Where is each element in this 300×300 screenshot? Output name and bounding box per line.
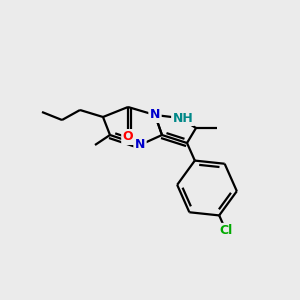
Text: Cl: Cl <box>220 224 233 237</box>
Text: N: N <box>150 109 160 122</box>
Text: NH: NH <box>172 112 194 124</box>
Text: N: N <box>135 139 145 152</box>
Text: O: O <box>123 130 133 143</box>
